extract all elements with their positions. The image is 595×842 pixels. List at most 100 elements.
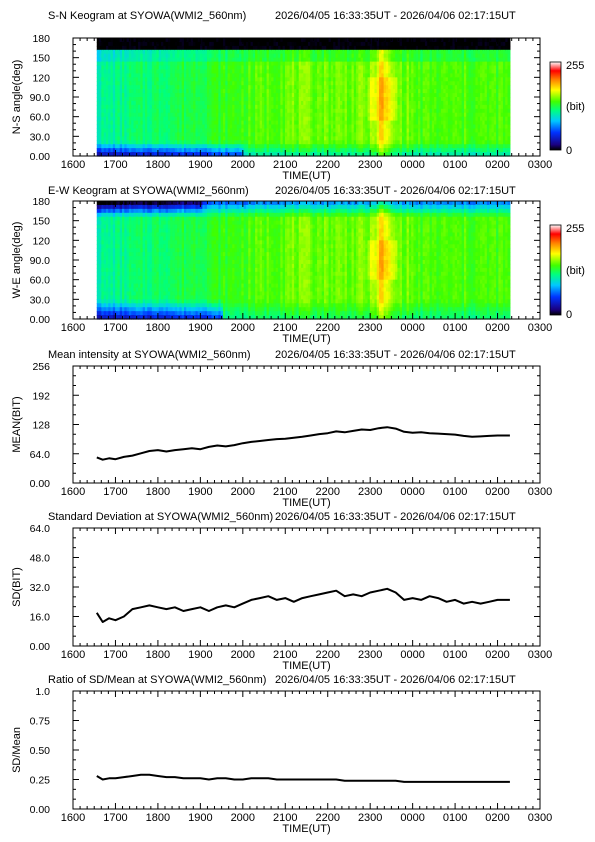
heatmap-cell — [404, 132, 408, 137]
heatmap-cell — [319, 136, 323, 141]
heatmap-cell — [457, 112, 460, 118]
heatmap-cell — [360, 38, 364, 43]
heatmap-cell — [255, 108, 259, 114]
heatmap-cell — [174, 89, 178, 94]
heatmap-cell — [177, 73, 180, 78]
heatmap-cell — [124, 45, 128, 51]
heatmap-cell — [266, 132, 270, 137]
heatmap-cell — [452, 124, 456, 130]
heatmap-cell — [167, 89, 171, 94]
heatmap-cell — [151, 45, 155, 51]
heatmap-cell — [413, 85, 417, 90]
heatmap-cell — [108, 148, 112, 153]
heatmap-cell — [128, 108, 132, 114]
heatmap-cell — [266, 128, 270, 133]
heatmap-cell — [126, 100, 130, 106]
heatmap-cell — [280, 152, 284, 157]
heatmap-cell — [131, 77, 135, 82]
heatmap-cell — [232, 38, 236, 43]
heatmap-cell — [457, 136, 460, 141]
heatmap-cell — [222, 93, 226, 98]
heatmap-cell — [236, 69, 240, 74]
heatmap-cell — [105, 69, 109, 74]
heatmap-cell — [390, 61, 394, 67]
heatmap-cell — [273, 112, 277, 118]
heatmap-cell — [229, 85, 233, 90]
heatmap-cell — [117, 104, 121, 110]
heatmap-cell — [452, 38, 456, 43]
heatmap-cell — [170, 77, 174, 82]
heatmap-cell — [250, 120, 254, 126]
heatmap-cell — [197, 65, 201, 71]
heatmap-cell — [294, 97, 298, 102]
heatmap-cell — [197, 132, 201, 137]
heatmap-cell — [163, 89, 167, 94]
heatmap-cell — [459, 73, 463, 78]
heatmap-cell — [305, 57, 309, 63]
heatmap-cell — [206, 73, 210, 78]
heatmap-cell — [438, 49, 442, 55]
heatmap-cell — [374, 108, 378, 114]
heatmap-cell — [369, 112, 373, 118]
heatmap-cell — [353, 112, 357, 118]
heatmap-cell — [399, 77, 403, 82]
heatmap-cell — [174, 85, 178, 90]
heatmap-cell — [211, 69, 215, 74]
heatmap-cell — [289, 108, 293, 114]
heatmap-cell — [305, 69, 309, 74]
heatmap-cell — [275, 93, 279, 98]
heatmap-cell — [218, 49, 222, 55]
heatmap-cell — [388, 104, 392, 110]
heatmap-cell — [110, 140, 114, 145]
heatmap-cell — [376, 69, 380, 74]
heatmap-cell — [314, 124, 318, 130]
heatmap-cell — [138, 61, 141, 67]
heatmap-cell — [271, 148, 275, 153]
heatmap-cell — [303, 144, 307, 149]
heatmap-cell — [323, 81, 327, 86]
heatmap-cell — [445, 77, 449, 82]
heatmap-cell — [374, 152, 378, 157]
heatmap-cell — [140, 77, 144, 82]
heatmap-cell — [218, 53, 222, 59]
heatmap-cell — [395, 73, 398, 78]
heatmap-cell — [372, 124, 376, 130]
heatmap-cell — [172, 73, 176, 78]
heatmap-cell — [172, 116, 176, 122]
heatmap-cell — [475, 97, 479, 102]
heatmap-cell — [275, 97, 279, 102]
heatmap-cell — [415, 73, 419, 78]
heatmap-cell — [314, 77, 318, 82]
heatmap-cell — [282, 53, 286, 59]
heatmap-cell — [195, 89, 199, 94]
heatmap-cell — [305, 120, 309, 126]
heatmap-cell — [172, 69, 176, 74]
heatmap-cell — [103, 65, 107, 71]
heatmap-cell — [282, 152, 286, 157]
heatmap-cell — [330, 61, 334, 67]
heatmap-cell — [131, 136, 135, 141]
heatmap-cell — [193, 120, 197, 126]
heatmap-cell — [392, 148, 396, 153]
heatmap-cell — [211, 41, 215, 47]
heatmap-cell — [209, 73, 213, 78]
heatmap-cell — [216, 49, 219, 55]
heatmap-cell — [413, 65, 417, 71]
heatmap-cell — [280, 49, 284, 55]
heatmap-cell — [200, 100, 203, 106]
heatmap-cell — [218, 57, 222, 63]
heatmap-cell — [436, 85, 440, 90]
heatmap-cell — [289, 152, 293, 157]
heatmap-cell — [202, 144, 206, 149]
heatmap-cell — [372, 148, 376, 153]
heatmap-cell — [349, 136, 353, 141]
heatmap-cell — [259, 100, 263, 106]
heatmap-cell — [470, 49, 474, 55]
heatmap-cell — [255, 73, 259, 78]
heatmap-cell — [383, 140, 387, 145]
heatmap-cell — [195, 148, 199, 153]
heatmap-cell — [457, 116, 460, 122]
heatmap-cell — [105, 112, 109, 118]
heatmap-cell — [415, 112, 419, 118]
heatmap-cell — [197, 41, 201, 47]
